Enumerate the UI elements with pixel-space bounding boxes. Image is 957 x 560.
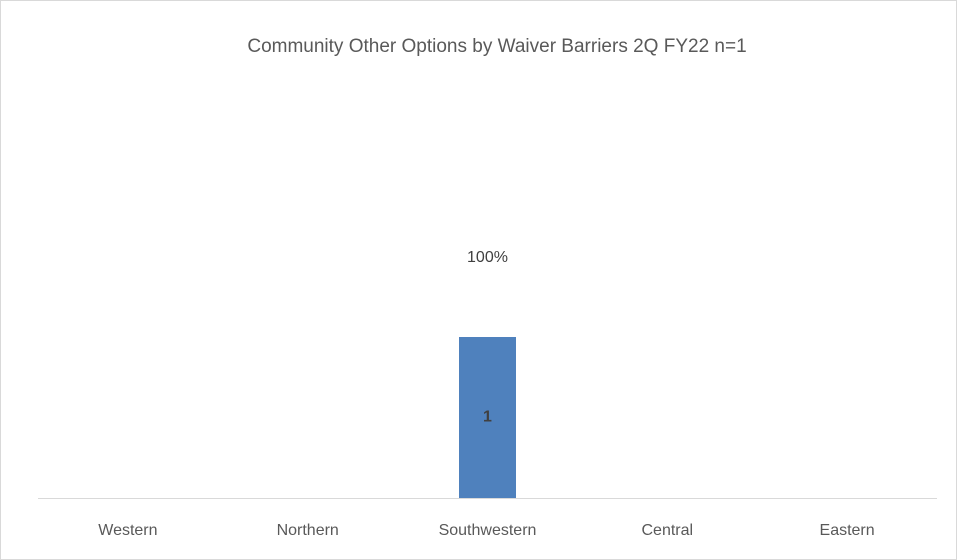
x-tick-label: Central bbox=[642, 522, 694, 539]
x-tick-label: Northern bbox=[277, 522, 339, 539]
x-tick-label: Eastern bbox=[820, 522, 875, 539]
x-tick-label: Western bbox=[98, 522, 157, 539]
x-tick-label: Southwestern bbox=[439, 522, 537, 539]
data-label: 1 bbox=[483, 409, 492, 426]
percentage-label: 100% bbox=[467, 249, 508, 266]
bar bbox=[459, 337, 516, 498]
chart-title: Community Other Options by Waiver Barrie… bbox=[247, 36, 746, 57]
